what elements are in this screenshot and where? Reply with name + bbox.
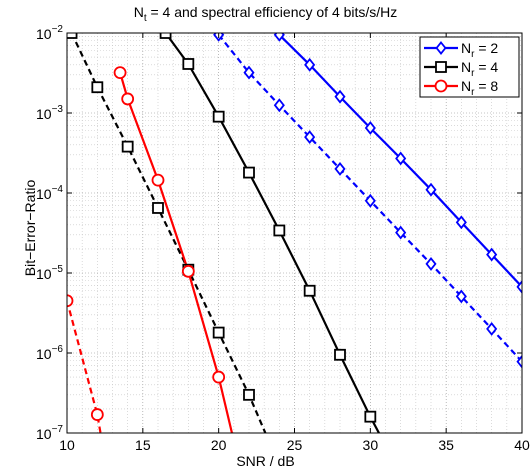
legend-entry: Nr = 4 — [461, 59, 498, 79]
data-point-0 — [273, 33, 285, 42]
y-tick-label: 10−6 — [36, 344, 63, 362]
data-point-1 — [455, 289, 467, 304]
data-point-1 — [273, 98, 285, 113]
x-tick-label: 15 — [135, 437, 151, 453]
legend: Nr = 2Nr = 4Nr = 8 — [419, 36, 520, 98]
data-point-3 — [152, 202, 164, 214]
y-tick-label: 10−2 — [36, 24, 63, 42]
data-point-1 — [425, 256, 437, 271]
data-point-0 — [425, 182, 437, 197]
data-point-2 — [364, 410, 377, 423]
data-point-4 — [113, 66, 127, 79]
data-point-2 — [212, 110, 225, 123]
data-point-1 — [364, 193, 376, 208]
y-tick-label: 10−3 — [36, 104, 63, 122]
data-point-1 — [334, 161, 346, 176]
x-tick-label: 35 — [438, 437, 454, 453]
data-point-0 — [304, 57, 316, 72]
y-tick-label: 10−5 — [36, 264, 63, 282]
data-point-0 — [364, 121, 376, 135]
data-point-2 — [243, 166, 255, 179]
data-point-4 — [151, 173, 165, 187]
data-point-0 — [334, 89, 346, 104]
data-point-2 — [303, 284, 316, 297]
data-point-0 — [455, 215, 467, 230]
data-point-3 — [67, 33, 78, 39]
data-point-1 — [304, 130, 316, 145]
data-point-0 — [516, 279, 522, 294]
axis-ticks: 10 15 20 25 30 35 40 10−2 10−3 10−4 10−5 10−6 10−7 — [36, 24, 530, 453]
data-point-3 — [121, 140, 134, 153]
legend-marker — [435, 61, 447, 73]
data-point-0 — [486, 247, 498, 262]
x-tick-label: 20 — [211, 437, 227, 453]
x-tick-label: 40 — [514, 437, 530, 453]
data-point-1 — [486, 321, 498, 336]
legend-marker — [435, 41, 447, 55]
legend-entry: Nr = 8 — [461, 78, 498, 98]
y-axis-label: Bit−Error−Ratio — [22, 179, 38, 277]
data-point-4 — [121, 92, 135, 106]
data-point-1 — [243, 65, 255, 80]
x-tick-label: 30 — [363, 437, 379, 453]
data-point-2 — [273, 224, 286, 237]
data-point-2 — [159, 33, 172, 39]
y-tick-label: 10−4 — [36, 184, 63, 202]
x-tick-label: 10 — [59, 437, 75, 453]
data-point-4 — [212, 370, 226, 384]
legend-marker — [434, 79, 448, 93]
data-point-3 — [91, 81, 104, 94]
series-line-5 — [67, 300, 102, 433]
data-point-4 — [181, 264, 195, 278]
data-point-5 — [90, 408, 104, 421]
data-point-1 — [516, 354, 522, 369]
series-line-3 — [70, 33, 267, 433]
data-point-3 — [212, 326, 225, 339]
data-point-2 — [334, 348, 346, 361]
data-point-5 — [67, 294, 74, 308]
data-point-2 — [182, 58, 195, 70]
x-axis-label: SNR / dB — [236, 453, 295, 469]
chart-title: Nt = 4 and spectral efficiency of 4 bits… — [133, 4, 398, 24]
legend-entry: Nr = 2 — [461, 40, 498, 60]
y-tick-label: 10−7 — [36, 424, 63, 442]
data-point-3 — [243, 388, 255, 401]
data-point-0 — [395, 151, 407, 166]
markers-layer — [67, 33, 522, 423]
x-tick-label: 25 — [287, 437, 303, 453]
data-point-1 — [395, 225, 407, 240]
